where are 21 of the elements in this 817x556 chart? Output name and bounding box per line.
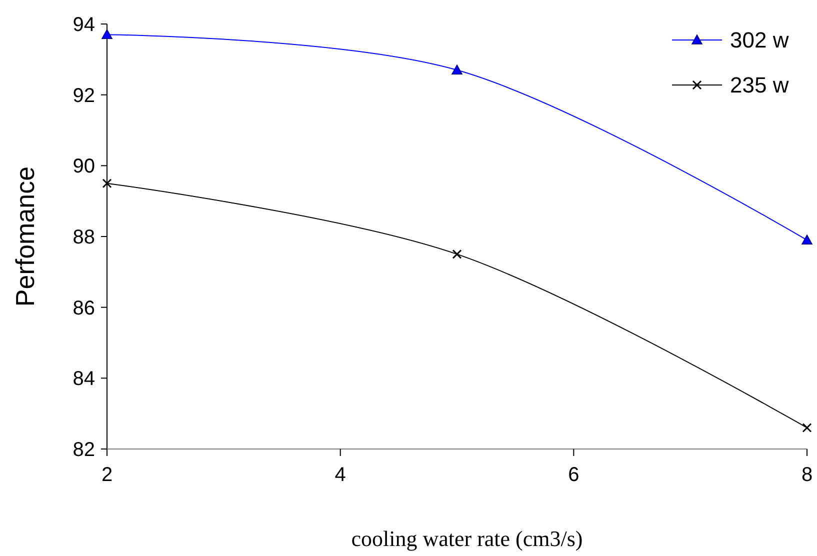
y-tick-label: 88 [72,226,95,248]
y-axis-title: Perfomance [10,166,40,307]
legend-label: 235 w [730,72,789,98]
y-tick-label: 92 [72,84,95,107]
y-tick-label: 94 [72,14,95,36]
point [452,249,462,259]
x-tick-label: 6 [568,464,580,486]
point [802,234,812,244]
y-tick-label: 90 [72,156,95,178]
point [802,423,812,432]
x-axis-title: cooling water rate (cm3/s) [351,526,583,551]
legend-label: 302 w [730,28,789,53]
y-tick-label: 84 [72,368,95,390]
x-tick-label: 4 [334,464,346,486]
point [102,29,112,40]
y-tick-label: 86 [72,297,95,320]
point [102,178,112,188]
x-tick-label: 2 [101,464,113,486]
x-tick-label: 8 [801,464,813,486]
point [452,64,462,74]
y-tick-label: 82 [72,439,95,461]
